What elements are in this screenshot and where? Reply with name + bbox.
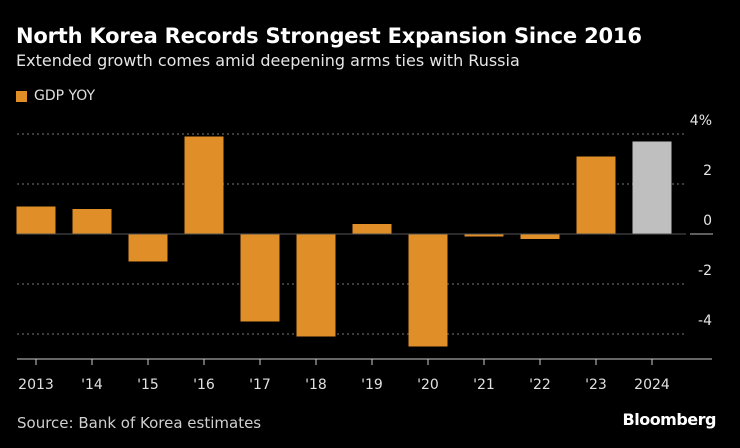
y-tick-label: 2 <box>703 163 712 179</box>
bar-20 <box>408 234 448 347</box>
legend-label: GDP YOY <box>34 88 96 104</box>
y-tick-label: 0 <box>703 213 712 229</box>
source-note: Source: Bank of Korea estimates <box>17 414 262 432</box>
chart-title: North Korea Records Strongest Expansion … <box>16 24 642 48</box>
x-tick-label: 2024 <box>634 377 670 393</box>
legend: GDP YOY <box>16 88 95 104</box>
bar-21 <box>464 234 504 237</box>
bar-18 <box>296 234 336 337</box>
bar-23 <box>576 156 616 234</box>
x-tick-label: '16 <box>193 377 215 393</box>
bar-15 <box>128 234 168 262</box>
y-tick-label: -2 <box>698 263 712 279</box>
bloomberg-logo: Bloomberg <box>622 410 717 429</box>
x-tick-label: '19 <box>361 377 383 393</box>
x-tick-label: '21 <box>473 377 495 393</box>
x-tick-label: '20 <box>417 377 439 393</box>
x-tick-label: '15 <box>137 377 159 393</box>
x-tick-label: '14 <box>81 377 103 393</box>
chart-subtitle: Extended growth comes amid deepening arm… <box>16 51 520 70</box>
x-tick-label: '18 <box>305 377 327 393</box>
bar-2013 <box>16 206 56 234</box>
x-tick-label: '22 <box>529 377 551 393</box>
legend-swatch <box>16 90 27 102</box>
bar-17 <box>240 234 280 322</box>
x-tick-label: 2013 <box>18 377 54 393</box>
y-tick-label: -4 <box>698 313 712 329</box>
x-tick-label: '17 <box>249 377 271 393</box>
bar-16 <box>184 136 224 234</box>
bar-19 <box>352 224 392 234</box>
y-tick-label: 4% <box>690 113 712 129</box>
bar-14 <box>72 209 112 234</box>
x-tick-label: '23 <box>585 377 607 393</box>
bar-22 <box>520 234 560 239</box>
bar-2024 <box>632 141 672 234</box>
